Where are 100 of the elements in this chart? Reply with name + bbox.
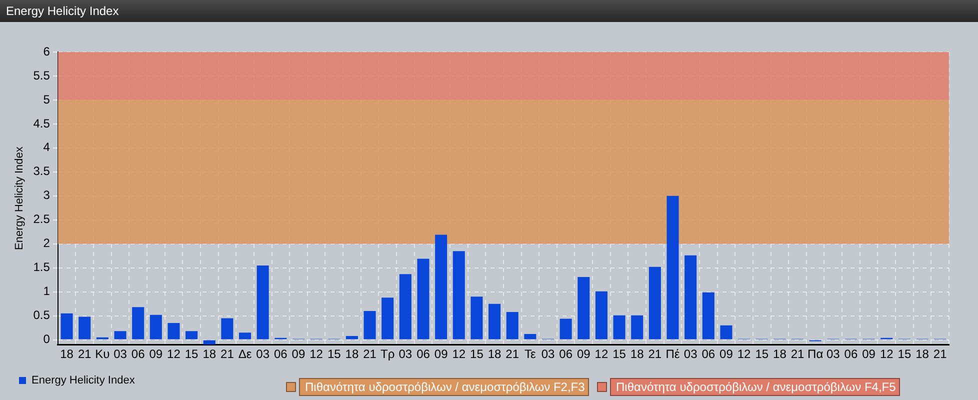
x-tick-label: 12: [452, 347, 466, 362]
x-tick-label: 15: [898, 347, 912, 362]
bar: [114, 331, 126, 340]
bar: [702, 292, 714, 340]
y-tick-label: 1.5: [33, 260, 50, 274]
y-tick-label: 2: [43, 236, 50, 250]
x-tick-label: Τρ: [380, 347, 395, 362]
x-tick-label: 21: [790, 347, 805, 362]
x-tick-label: 09: [862, 347, 876, 362]
x-tick-label: 21: [506, 347, 520, 362]
x-tick-label: 18: [916, 347, 930, 362]
bar: [399, 274, 412, 340]
bar: [60, 313, 73, 340]
bar: [720, 325, 732, 340]
y-tick-label: 5: [43, 92, 50, 106]
legend-label: Πιθανότητα υδροστρόβιλων / ανεμοστρόβιλων F2,F3: [299, 378, 589, 396]
bar: [613, 315, 626, 340]
x-tick-label: 09: [434, 347, 448, 362]
x-tick-label: 15: [470, 347, 484, 362]
bar: [488, 304, 501, 340]
bar: [684, 255, 697, 340]
x-tick-label: 18: [488, 347, 502, 362]
bar: [168, 323, 180, 340]
bar: [132, 307, 144, 340]
bar: [506, 312, 518, 340]
x-tick-label: 15: [755, 347, 769, 362]
bar: [417, 258, 430, 340]
x-tick-label: 15: [327, 347, 342, 362]
chart-title: Energy Helicity Index: [0, 0, 978, 22]
bar: [524, 334, 536, 340]
x-tick-label: 06: [416, 347, 430, 362]
x-tick-label: Πα: [808, 347, 824, 362]
x-tick-label: 15: [612, 347, 626, 362]
y-tick-label: 6: [43, 44, 50, 58]
x-tick-label: 06: [844, 347, 858, 362]
bar: [452, 251, 465, 340]
x-tick-label: 09: [576, 347, 591, 362]
y-tick-label: 3: [43, 188, 50, 202]
bar: [78, 316, 91, 340]
bar: [203, 340, 216, 345]
x-tick-label: Κυ: [95, 347, 110, 362]
x-tick-label: 03: [256, 347, 270, 362]
bar: [346, 336, 358, 340]
y-tick-label: 5.5: [33, 68, 50, 82]
bar: [150, 314, 162, 340]
x-tick-label: 21: [648, 347, 662, 362]
x-tick-label: 21: [220, 347, 234, 362]
x-tick-label: 15: [184, 347, 199, 362]
x-tick-label: 09: [292, 347, 306, 362]
bar: [560, 318, 572, 340]
bar: [470, 296, 483, 340]
x-tick-label: 06: [274, 347, 288, 362]
x-tick-label: 21: [363, 347, 377, 362]
bar: [578, 276, 590, 340]
x-tick-label: 09: [720, 347, 734, 362]
bar: [435, 234, 448, 340]
x-tick-label: 03: [684, 347, 698, 362]
x-tick-label: 21: [78, 347, 92, 362]
y-tick-label: 0: [43, 332, 50, 346]
bar: [364, 311, 376, 340]
x-tick-label: 03: [114, 347, 128, 362]
x-tick-label: 06: [559, 347, 573, 362]
bar: [239, 332, 252, 340]
y-tick-label: 4.5: [33, 116, 50, 130]
x-tick-label: 09: [149, 347, 163, 362]
x-tick-label: Τε: [524, 347, 536, 362]
x-tick-label: 18: [345, 347, 359, 362]
x-tick-label: 03: [826, 347, 840, 362]
bar: [648, 266, 661, 340]
x-tick-label: 06: [702, 347, 716, 362]
y-tick-label: 3.5: [33, 164, 50, 178]
x-tick-label: 21: [933, 347, 948, 362]
y-tick-label: 2.5: [33, 212, 50, 226]
x-tick-label: 12: [880, 347, 894, 362]
legend-label: Πιθανότητα υδροστρόβιλων / ανεμοστρόβιλων F4,F5: [610, 378, 900, 396]
x-tick-label: 18: [773, 347, 787, 362]
x-tick-label: 03: [541, 347, 555, 362]
legend-label: Energy Helicity Index: [32, 374, 136, 387]
bar: [595, 291, 608, 340]
x-tick-label: 06: [131, 347, 146, 362]
x-tick-label: 18: [202, 347, 216, 362]
x-tick-label: 18: [60, 347, 74, 362]
x-tick-label: 12: [737, 347, 752, 362]
x-tick-label: 12: [594, 347, 608, 362]
y-tick-label: 1: [43, 284, 50, 298]
bar: [256, 265, 269, 340]
x-tick-label: 12: [310, 347, 324, 362]
x-tick-label: Δε: [238, 347, 252, 362]
x-tick-label: 18: [630, 347, 644, 362]
y-tick-label: 4: [43, 140, 50, 154]
y-tick-label: 0.5: [33, 308, 50, 322]
bar: [631, 315, 644, 340]
x-tick-label: 03: [398, 347, 412, 362]
x-tick-label: 12: [167, 347, 181, 362]
bar: [382, 298, 394, 340]
bar: [186, 331, 198, 340]
bar: [666, 196, 679, 340]
bar: [221, 318, 234, 340]
y-axis-title: Energy Helicity Index: [14, 146, 26, 250]
x-tick-label: Πέ: [666, 347, 680, 362]
